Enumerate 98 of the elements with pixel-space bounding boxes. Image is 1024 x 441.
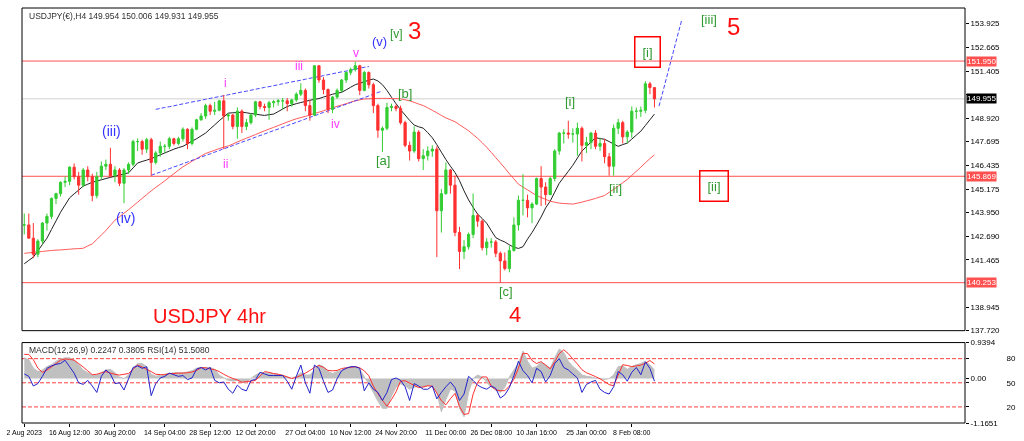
candlestick [226,112,230,122]
annotation: [iii] [701,12,717,27]
y-tick-label: 142.690 [970,232,1001,242]
ref-line-label: 140.253 [967,278,997,287]
candlestick [181,126,185,143]
annotation: iv [331,117,340,131]
candlestick [571,127,575,144]
candlestick [580,125,584,162]
annotation: ii [223,157,229,171]
y-tick-label: 0.9394 [970,338,996,348]
y-tick-label: 138.945 [970,303,1001,313]
candlestick [22,213,26,235]
candlestick [312,64,317,117]
y-tick-label: 143.950 [970,208,1001,218]
candlestick [267,100,271,121]
candlestick [258,100,262,110]
annotation: v [353,46,359,60]
candlestick [113,165,117,183]
chart-title: USDJPY(€),H4 149.954 150.006 149.931 149.955 [29,11,219,21]
candlestick [217,99,221,112]
ref-line-label: 145.869 [967,172,997,181]
candlestick [262,103,267,112]
candlestick [598,137,602,152]
y-tick-label: 145.175 [970,185,1001,195]
annotation: (iii) [102,123,121,139]
annotation: 4 [509,302,522,327]
candlestick [562,128,566,144]
candlestick [575,122,579,157]
candlestick [185,127,190,150]
annotation: [c] [499,284,513,299]
annotation: USDJPY 4hr [153,305,267,327]
candlestick [621,120,625,144]
line-series [23,78,655,265]
annotation: [v] [390,27,403,41]
annotation: (v) [372,34,388,49]
annotation: i [224,76,227,90]
candlestick [136,137,140,152]
candlestick [435,145,439,258]
y-tick-label: 152.665 [970,43,1001,53]
candlestick [81,167,85,188]
annotation: iii [295,59,303,73]
y-tick-label: 153.925 [970,19,1001,29]
candlestick [566,120,570,140]
y2-tick-label: 80 [1006,354,1017,364]
candlestick [67,165,72,186]
y-tick-label: 146.435 [970,161,1001,171]
candlestick [539,165,543,207]
candlestick [362,70,366,92]
ref-line-label: 149.955 [967,94,997,103]
candlestick [213,101,217,116]
candlestick [480,218,484,252]
annotation: [i] [565,94,576,109]
candlestick [145,137,149,154]
y-tick-label: 0.00 [970,374,987,384]
annotation: [i] [642,44,653,60]
annotation: (iv) [116,210,136,226]
candlestick [208,103,212,116]
y-tick-label: 137.720 [970,326,1001,336]
candlestick [521,173,525,216]
candlestick [231,113,235,130]
candlestick [430,144,434,158]
y-tick-label: -1.1651 [970,418,999,428]
candlestick [358,64,362,96]
candlestick [525,194,530,218]
candlestick [412,125,416,154]
annotation: 5 [727,13,741,40]
candlestick [276,98,280,107]
y-tick-label: 147.695 [970,137,1001,147]
candlestick [172,137,176,146]
annotation: [ii] [707,178,721,194]
ref-line-label: 151.950 [967,57,997,66]
candlestick [240,108,244,134]
y2-tick-label: 50 [1006,378,1017,388]
candlestick [589,131,593,150]
y-tick-label: 151.405 [970,67,1001,77]
candlestick [117,167,122,187]
annotation: [a] [376,153,391,168]
candlestick [167,136,171,150]
candlestick [417,129,421,162]
candlestick [235,106,239,140]
candlestick [485,237,489,256]
candlestick [108,147,113,179]
candlestick [643,80,647,114]
candlestick [140,139,144,156]
candlestick [584,136,589,154]
candlestick [222,94,226,150]
candlestick [593,129,598,150]
y2-tick-label: 20 [1006,402,1017,412]
candlestick [281,97,285,110]
candlestick [285,97,289,112]
annotation: [b] [398,86,413,101]
candlestick [149,137,153,177]
annotation: 3 [408,17,422,44]
annotation: [ii] [609,181,622,196]
y-tick-label: 148.920 [970,114,1001,124]
line-series [658,19,683,107]
y-tick-label: 141.465 [970,255,1001,265]
candlestick [353,61,357,72]
